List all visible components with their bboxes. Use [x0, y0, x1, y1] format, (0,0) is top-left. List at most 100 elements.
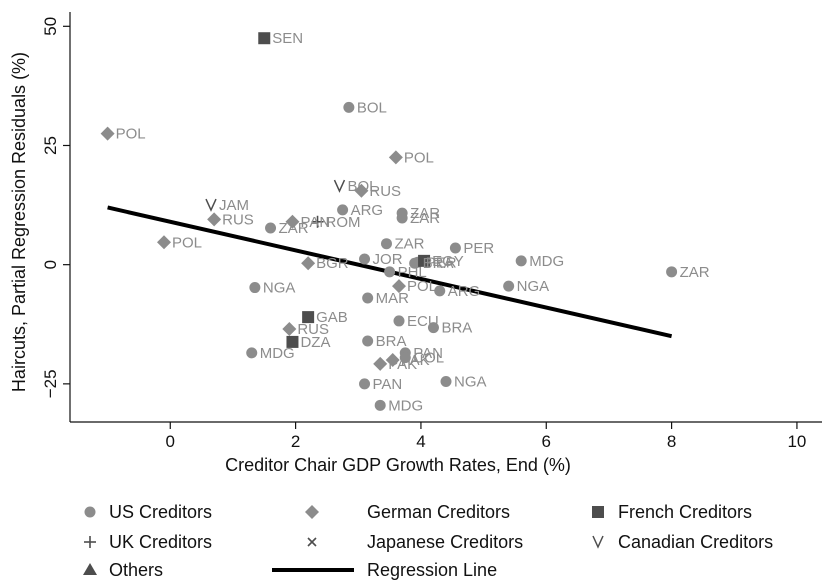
data-point-shape: [246, 347, 258, 359]
data-point: [362, 292, 374, 304]
point-label: BGR: [316, 255, 349, 272]
point-label: EGY: [432, 253, 464, 270]
legend-label: Canadian Creditors: [618, 532, 773, 552]
data-point: [359, 253, 371, 265]
data-point-shape: [301, 256, 316, 271]
data-point-shape: [265, 222, 277, 234]
y-tick-label: −25: [41, 369, 60, 398]
data-point-shape: [205, 198, 217, 212]
legend-label: Japanese Creditors: [367, 532, 523, 552]
point-label: SEN: [272, 30, 303, 47]
data-point: [359, 378, 371, 390]
data-point: [384, 266, 396, 278]
data-point: [157, 235, 171, 250]
legend-marker-shape: [83, 563, 97, 575]
data-point-shape: [207, 212, 222, 227]
point-label: BOL: [347, 178, 377, 195]
data-point-shape: [399, 352, 411, 364]
point-label: POL: [404, 149, 434, 166]
data-point-shape: [302, 311, 315, 324]
x-axis-title: Creditor Chair GDP Growth Rates, End (%): [225, 455, 571, 475]
data-point-shape: [434, 285, 446, 297]
data-point: [362, 335, 374, 347]
data-point: [258, 32, 271, 45]
data-point: [302, 311, 315, 324]
y-tick-label: 25: [41, 136, 60, 155]
point-label: POL: [172, 234, 202, 251]
data-point-shape: [515, 255, 527, 267]
point-label: RUS: [369, 183, 401, 200]
point-label: ECU: [407, 313, 439, 330]
legend-marker: [83, 563, 97, 575]
data-point: [396, 212, 408, 224]
point-label: ZAR: [410, 210, 440, 227]
legend-marker: [592, 506, 604, 518]
points-layer: [100, 32, 678, 411]
data-point-shape: [249, 282, 261, 294]
data-point-shape: [666, 266, 678, 278]
legend-label: Others: [109, 560, 163, 580]
data-point-shape: [388, 150, 403, 165]
legend-marker: [592, 535, 604, 549]
data-point-shape: [354, 183, 369, 198]
data-point: [434, 285, 446, 297]
point-label: PAK: [388, 356, 417, 373]
data-point-shape: [157, 235, 171, 250]
data-point: [393, 315, 405, 327]
point-label: PAN: [413, 345, 443, 362]
data-point: [399, 352, 411, 364]
data-point-shape: [285, 214, 300, 229]
legend-marker-shape: [592, 535, 604, 549]
legend-label: German Creditors: [367, 502, 510, 522]
data-point: [449, 242, 461, 254]
plot-axes: [69, 12, 822, 423]
point-label: MDG: [260, 345, 295, 362]
data-point: [343, 101, 355, 113]
point-label: BRA: [376, 333, 407, 350]
point-label: NGA: [263, 280, 296, 297]
data-point: [100, 126, 115, 141]
point-label: ZAR: [394, 236, 424, 253]
data-point: [409, 257, 421, 269]
legend-marker: [84, 506, 96, 518]
data-point: [207, 212, 222, 227]
data-point: [205, 198, 217, 212]
data-point: [666, 266, 678, 278]
point-label: NGA: [517, 278, 550, 295]
data-point: [246, 347, 258, 359]
point-label: JAM: [219, 197, 249, 214]
x-tick-label: 10: [787, 432, 806, 451]
legend: US Creditors German Creditors French Credi…: [83, 502, 773, 580]
data-point-shape: [427, 322, 439, 334]
legend-marker-shape: [305, 505, 319, 519]
legend-label: US Creditors: [109, 502, 212, 522]
data-point: [427, 322, 439, 334]
point-label: MDG: [529, 253, 564, 270]
data-point-shape: [449, 242, 461, 254]
data-point-shape: [440, 375, 452, 387]
data-point: [515, 255, 527, 267]
data-point-shape: [100, 126, 115, 141]
x-tick-label: 0: [166, 432, 175, 451]
data-point: [286, 335, 299, 348]
data-point: [337, 204, 349, 216]
data-point: [249, 282, 261, 294]
legend-label: French Creditors: [618, 502, 752, 522]
data-point-shape: [374, 399, 386, 411]
data-point-shape: [286, 335, 299, 348]
point-label: BRA: [423, 255, 454, 272]
point-label: COL: [413, 350, 444, 367]
data-point-shape: [393, 315, 405, 327]
point-label: BRA: [441, 320, 472, 337]
legend-marker-stroke-b: [307, 537, 317, 547]
point-label: DZA: [300, 334, 330, 351]
data-point: [311, 215, 324, 228]
data-point-shape: [362, 335, 374, 347]
point-label: POL: [116, 126, 146, 143]
data-point: [385, 353, 400, 368]
data-point-shape: [380, 238, 392, 250]
data-point-shape: [282, 322, 297, 337]
point-label: NGA: [454, 373, 487, 390]
data-point-shape: [409, 257, 421, 269]
